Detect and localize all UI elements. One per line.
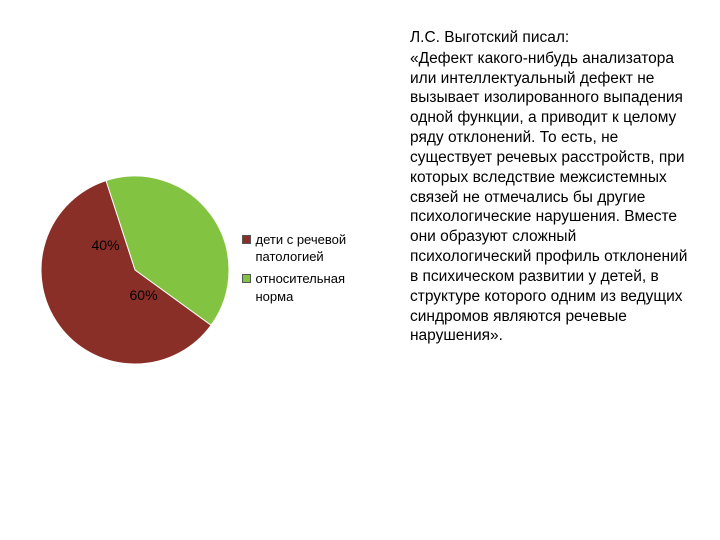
legend-swatch-0 [242,235,251,244]
legend-item-1: относительная норма [242,270,361,305]
legend: дети с речевой патологией относительная … [242,231,361,309]
legend-swatch-1 [242,274,251,283]
text-panel: Л.С. Выготский писал: «Дефект какого-ниб… [400,0,720,540]
quote-text: «Дефект какого-нибудь анализатора или ин… [410,49,692,346]
legend-item-0: дети с речевой патологией [242,231,361,266]
legend-text-1: относительная норма [256,270,361,305]
chart-panel: 60% 40% дети с речевой патологией относи… [0,0,400,540]
pie-chart: 60% 40% [40,175,230,365]
legend-text-0: дети с речевой патологией [256,231,361,266]
chart-wrap: 60% 40% дети с речевой патологией относи… [40,175,361,365]
slice-label-1: 40% [92,237,120,253]
author-line: Л.С. Выготский писал: [410,28,692,48]
slice-label-0: 60% [130,287,158,303]
